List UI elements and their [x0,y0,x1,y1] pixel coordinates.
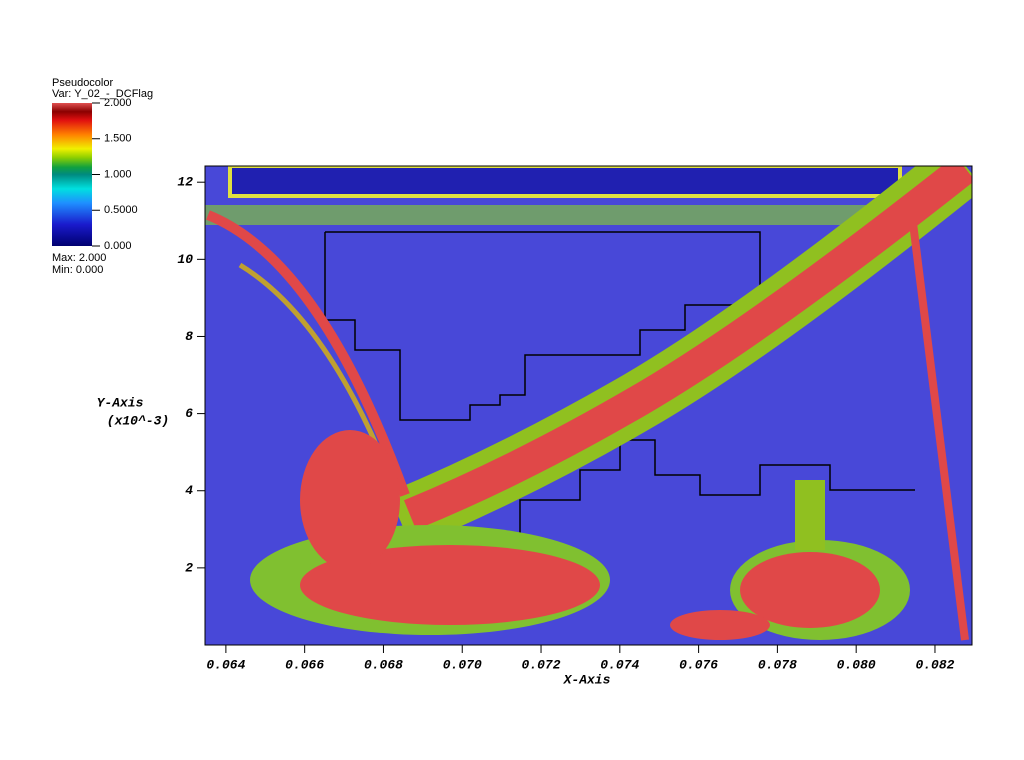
field-top-band [228,166,902,198]
field-band [403,166,972,530]
x-tick-label: 0.080 [837,657,876,672]
y-tick-label: 10 [177,252,193,267]
field-strip [205,205,915,225]
y-tick-label: 8 [185,329,193,344]
y-tick-label: 2 [185,560,193,575]
x-tick-label: 0.072 [522,657,561,672]
x-tick-label: 0.078 [758,657,797,672]
x-tick-label: 0.070 [443,657,482,672]
field-blob [300,430,400,570]
colorbar [52,103,92,246]
x-tick-label: 0.074 [600,657,639,672]
y-tick-label: 6 [185,406,193,421]
legend-var: Var: Y_02_-_DCFlag [52,88,153,100]
y-axis-label: Y-Axis [97,395,144,410]
field-arc [206,210,410,497]
x-tick-label: 0.068 [364,657,403,672]
field-blob [740,552,880,628]
x-tick-label: 0.066 [285,657,324,672]
colorbar-tick-label: 0.000 [104,240,132,252]
colorbar-tick-label: 1.000 [104,168,132,180]
x-tick-label: 0.082 [915,657,954,672]
y-tick-label: 12 [177,175,193,190]
colorbar-tick-label: 1.500 [104,133,132,145]
plot-frame [204,165,973,646]
field-blob [300,545,600,625]
colorbar-tick-label: 2.000 [104,97,132,109]
field-image [205,166,972,645]
y-axis-unit: (x10^-3) [107,413,169,428]
field-line [908,214,969,641]
field-outline [519,439,915,545]
field-blob [670,610,770,640]
x-tick-label: 0.076 [679,657,718,672]
y-tick-label: 4 [185,483,193,498]
field-outline [324,231,761,421]
legend-min: Min: 0.000 [52,264,103,276]
colorbar-tick-label: 0.5000 [104,204,138,216]
field-blob [795,480,825,550]
x-axis-label: X-Axis [563,672,611,687]
legend-max: Max: 2.000 [52,252,106,264]
legend-title: Pseudocolor [52,77,113,89]
x-tick-label: 0.064 [206,657,245,672]
